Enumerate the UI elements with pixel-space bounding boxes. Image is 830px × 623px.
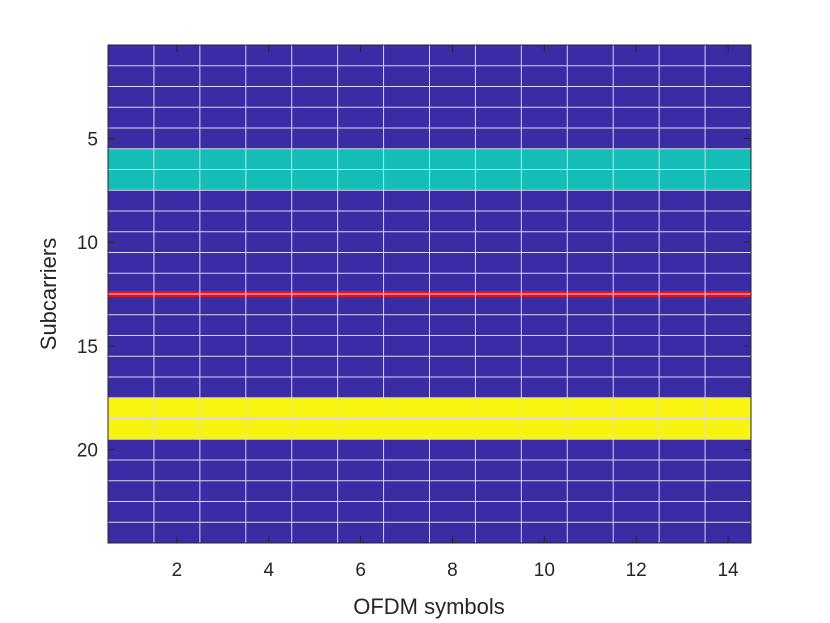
x-tick-label: 14 (717, 560, 739, 581)
y-tick-label: 5 (87, 129, 98, 150)
plot-frame (107, 44, 752, 544)
x-tick-label: 6 (355, 560, 366, 581)
x-tick-label: 10 (534, 560, 555, 581)
grid-lines (108, 45, 751, 543)
x-tick-label: 4 (263, 560, 274, 581)
y-tick-label: 15 (77, 337, 98, 358)
y-axis-label: Subcarriers (36, 238, 61, 350)
x-tick-label: 8 (447, 560, 458, 581)
y-axis-ticks: 5 10 15 20 (77, 129, 751, 462)
x-axis-ticks: 2 4 6 8 10 12 14 (172, 45, 739, 581)
x-tick-label: 2 (172, 560, 183, 581)
y-tick-label: 20 (77, 441, 98, 462)
y-tick-label: 10 (77, 233, 98, 254)
x-axis-label: OFDM symbols (353, 594, 505, 619)
x-tick-label: 12 (626, 560, 647, 581)
